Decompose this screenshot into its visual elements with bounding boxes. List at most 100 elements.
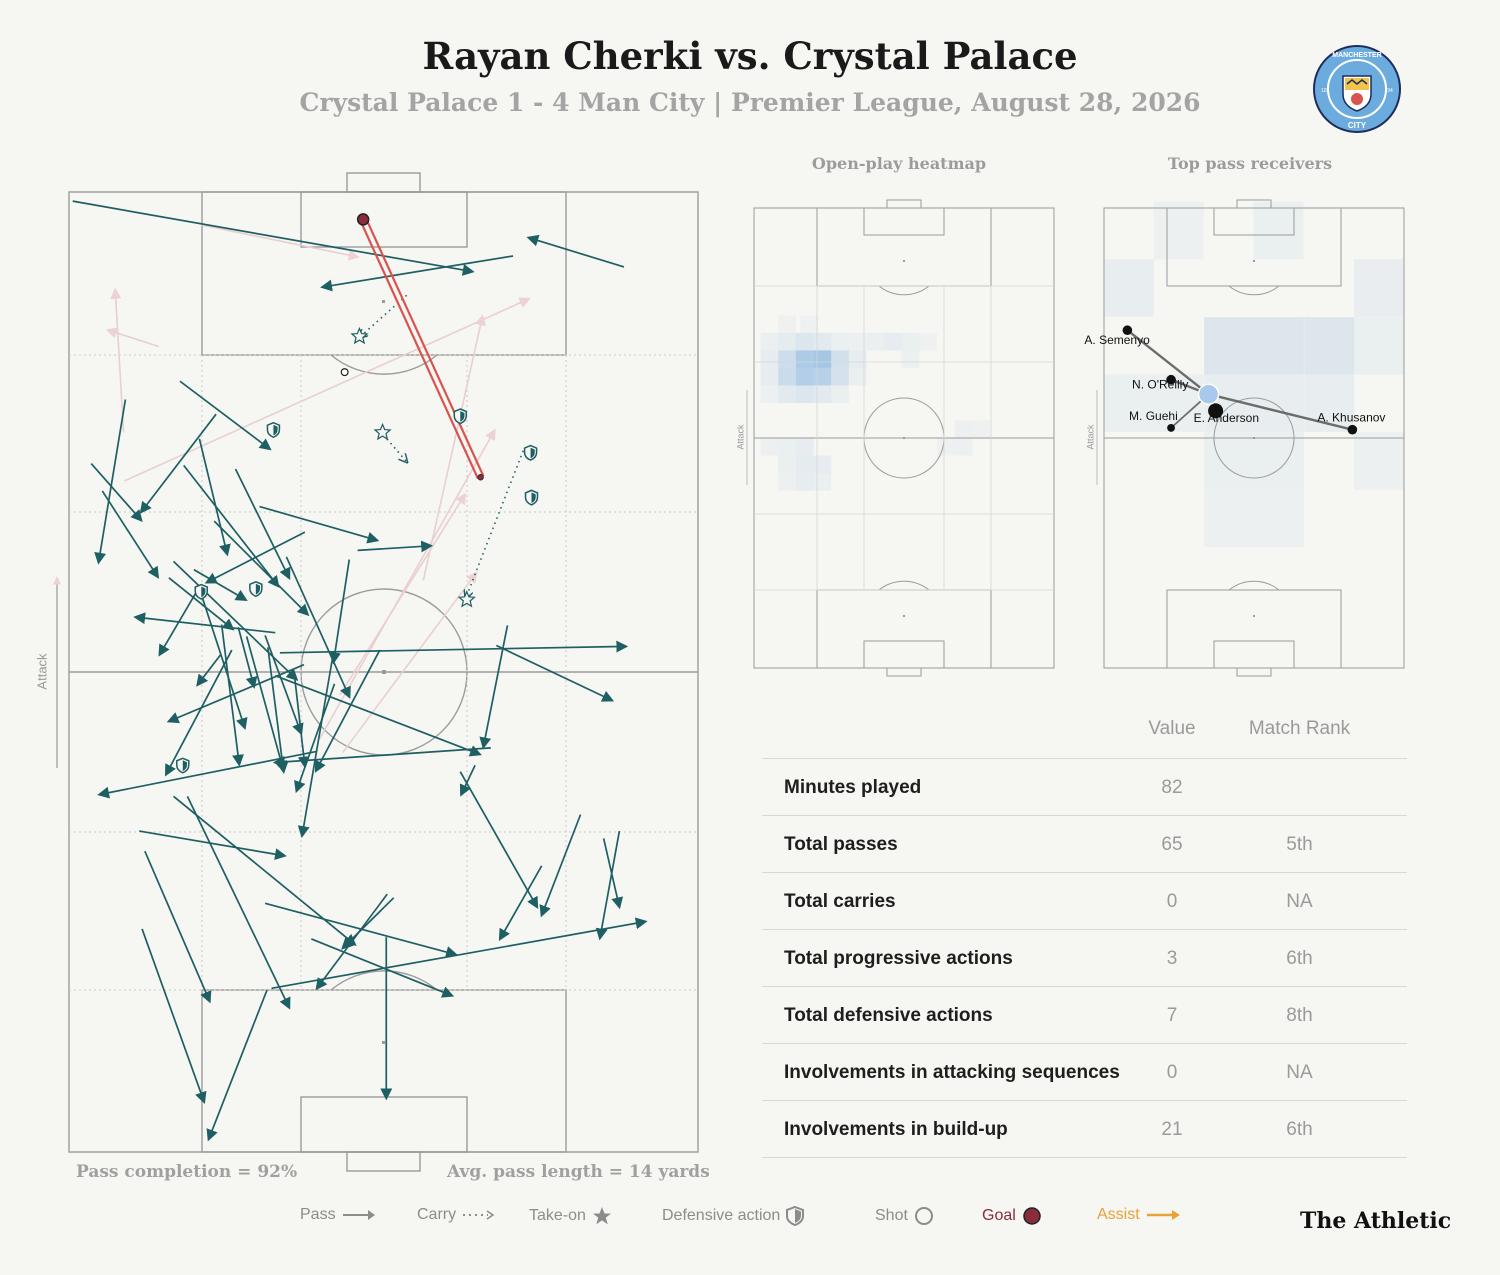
heatmap-cell — [813, 455, 832, 474]
pass-arrow — [264, 635, 304, 736]
page-title: Rayan Cherki vs. Crystal Palace — [422, 34, 1078, 78]
pass-arrow — [90, 462, 143, 523]
goal-dot-icon — [356, 213, 370, 226]
pass-completion: Pass completion = 92% — [76, 1162, 298, 1182]
shot-circle-icon — [340, 368, 349, 377]
pass-arrow — [320, 255, 514, 292]
heatmap-cell — [800, 315, 818, 333]
shield-icon — [786, 1205, 805, 1227]
heatmap-cell — [831, 367, 849, 386]
pass-arrow — [168, 577, 235, 631]
receiver-zone — [1254, 374, 1304, 432]
receiver-zone — [1254, 317, 1304, 375]
pass-arrow — [172, 795, 357, 946]
goal-shot-line — [359, 220, 479, 479]
pass-arrow — [204, 531, 306, 584]
heatmap-cell — [795, 350, 814, 368]
legend-assist-label: Assist — [1097, 1206, 1140, 1223]
pass-arrow — [158, 591, 198, 657]
receiver-name: M. Guehi — [1129, 409, 1178, 423]
pass-arrow — [329, 559, 351, 665]
legend-goal-label: Goal — [982, 1207, 1016, 1224]
receiver-node — [1166, 374, 1176, 385]
heatmap-cell — [778, 332, 796, 351]
receiver-zone — [1254, 489, 1304, 548]
receiver-zone — [1204, 317, 1254, 375]
heatmap-cell — [795, 385, 814, 403]
metric-rank: NA — [1286, 1062, 1313, 1083]
heatmap-cell — [778, 385, 796, 403]
metric-rank: NA — [1286, 891, 1313, 912]
pass-arrow — [94, 399, 127, 565]
receivers-attack-label: Attack — [1085, 424, 1096, 450]
goal-shot-line — [364, 217, 485, 477]
pass-arrow — [193, 568, 248, 601]
heatmap-cell — [760, 438, 779, 456]
faded-action-arrow — [339, 492, 467, 696]
metric-label: Total defensive actions — [784, 1005, 993, 1026]
pass-arrow — [206, 989, 268, 1142]
stats-header: Value Match Rank — [762, 714, 1407, 759]
receiver-link — [1126, 329, 1210, 396]
heatmap-cell — [813, 332, 832, 351]
receiver-name: A. Semenyo — [1084, 333, 1150, 347]
pass-arrow — [271, 917, 648, 990]
assist-arrow-icon — [1146, 1210, 1180, 1220]
faded-actions — [105, 224, 531, 753]
receiver-node — [1167, 424, 1175, 432]
takeon-star-icon — [350, 326, 369, 345]
metric-value: 0 — [1166, 891, 1178, 912]
legend-goal: Goal — [982, 1206, 1042, 1226]
receiver-zone — [1204, 489, 1254, 548]
crest-right-number: 94 — [1387, 88, 1393, 94]
goal-action — [359, 217, 485, 481]
pass-arrow — [237, 626, 258, 689]
pass-arrow — [293, 677, 310, 769]
heatmap-cell — [795, 367, 814, 386]
pass-arrow — [314, 649, 381, 773]
heatmap-cell — [848, 367, 867, 386]
pass-arrow — [165, 649, 233, 777]
avg-pass-length: Avg. pass length = 14 yards — [447, 1162, 710, 1182]
stats-row: Involvements in attacking sequences 0 NA — [762, 1044, 1407, 1101]
heatmap-cell — [795, 438, 814, 456]
defensive-shield-icon — [524, 489, 539, 506]
pass-arrow — [166, 663, 305, 724]
pass-arrow — [479, 625, 509, 750]
crest-top-text: MANCHESTER — [1332, 52, 1381, 59]
pass-arrow — [234, 468, 291, 580]
receivers-pitch: A. Semenyo N. O'Reilly E. Anderson M. Guehi… — [1084, 199, 1405, 677]
heatmap-cell — [760, 367, 779, 386]
pass-arrow — [526, 234, 625, 268]
pass-arrow — [101, 490, 160, 579]
receiver-name: N. O'Reilly — [1132, 378, 1188, 392]
metric-label: Total progressive actions — [784, 948, 1013, 969]
heatmap-cell — [778, 350, 796, 368]
carries — [359, 294, 524, 598]
metric-value: 0 — [1166, 1062, 1178, 1083]
heatmap-cell — [954, 420, 973, 438]
receiver-name: A. Khusanov — [1317, 411, 1385, 425]
pass-arrow — [459, 771, 539, 910]
heatmap-cell — [972, 420, 991, 438]
man-city-crest-icon: MANCHESTER CITY 18 94 — [1313, 45, 1401, 133]
defensive-shield-icon — [523, 444, 538, 461]
defensive-shield-icon — [266, 421, 281, 439]
metric-value: 7 — [1166, 1005, 1178, 1026]
stats-row: Involvements in build-up 21 6th — [762, 1101, 1407, 1158]
pass-arrow — [285, 556, 351, 699]
pass-arrow — [297, 657, 334, 839]
main-attack-label: Attack — [34, 653, 50, 690]
pass-arrow — [245, 636, 287, 774]
receiver-zone — [1153, 201, 1204, 260]
rank-header: Match Rank — [1248, 718, 1351, 739]
pass-arrow — [133, 612, 276, 634]
heatmap-cell — [813, 350, 832, 368]
stats-row: Total carries 0 NA — [762, 873, 1407, 930]
stats-table: Value Match Rank Minutes played 82 Total … — [762, 714, 1407, 1158]
receiver-zone — [1104, 259, 1154, 317]
takeon-star-icon — [373, 422, 392, 441]
pass-arrow — [498, 865, 543, 942]
heatmap-cell — [778, 438, 796, 456]
pass-arrow — [72, 200, 475, 276]
